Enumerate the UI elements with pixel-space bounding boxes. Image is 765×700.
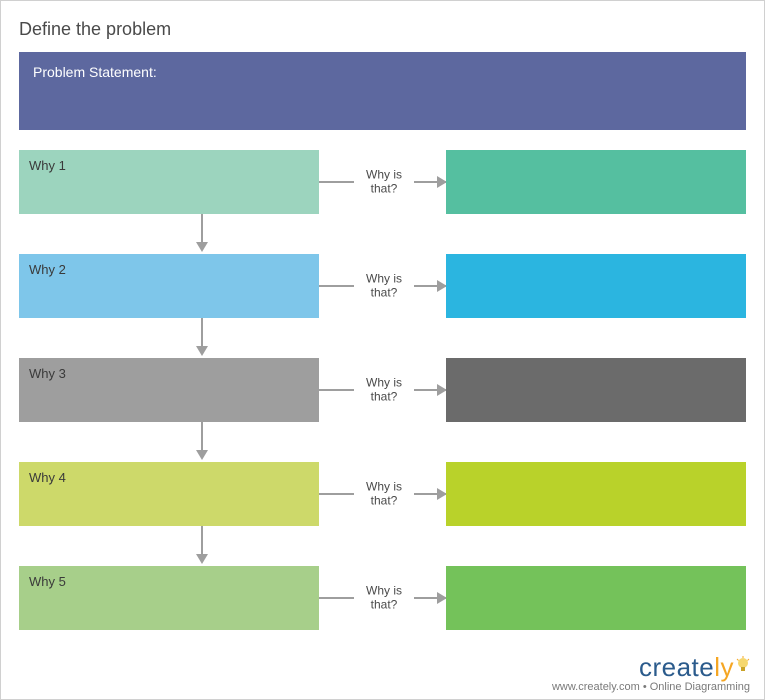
vert-connector: [201, 526, 203, 566]
logo-accent: ly: [714, 652, 734, 682]
connector-line: [319, 493, 354, 495]
connector-line: [201, 526, 203, 556]
connector-label: Why is that?: [354, 480, 414, 509]
why-row-4: Why 4 Why is that?: [19, 462, 746, 526]
why-row-1: Why 1 Why is that?: [19, 150, 746, 214]
why-box-3: Why 3: [19, 358, 319, 422]
why-box-1: Why 1: [19, 150, 319, 214]
answer-box-1: [446, 150, 746, 214]
connector-line: [201, 214, 203, 244]
arrow-down-icon: [196, 450, 208, 460]
creately-logo: creately: [552, 652, 750, 683]
why-row-2: Why 2 Why is that?: [19, 254, 746, 318]
lightbulb-icon: [736, 652, 750, 683]
why-box-2: Why 2: [19, 254, 319, 318]
vert-connector: [201, 422, 203, 462]
answer-box-3: [446, 358, 746, 422]
vert-connector: [201, 214, 203, 254]
connector-line: [201, 422, 203, 452]
why-label: Why 2: [29, 262, 66, 277]
why-row-5: Why 5 Why is that?: [19, 566, 746, 630]
answer-box-4: [446, 462, 746, 526]
diagram-title: Define the problem: [19, 19, 746, 40]
diagram-canvas: Define the problem Problem Statement: Wh…: [1, 1, 764, 699]
problem-statement-box: Problem Statement:: [19, 52, 746, 130]
connector-label: Why is that?: [354, 376, 414, 405]
arrow-down-icon: [196, 554, 208, 564]
connector-line: [319, 389, 354, 391]
why-label: Why 3: [29, 366, 66, 381]
logo-main: create: [639, 652, 714, 682]
footer-tagline: www.creately.com • Online Diagramming: [552, 681, 750, 693]
connector-line: [319, 181, 354, 183]
answer-box-5: [446, 566, 746, 630]
arrow-down-icon: [196, 242, 208, 252]
connector-line: [319, 285, 354, 287]
why-label: Why 4: [29, 470, 66, 485]
why-label: Why 1: [29, 158, 66, 173]
connector-label: Why is that?: [354, 168, 414, 197]
vert-connector: [201, 318, 203, 358]
connector-label: Why is that?: [354, 272, 414, 301]
connector-line: [319, 597, 354, 599]
arrow-down-icon: [196, 346, 208, 356]
why-row-3: Why 3 Why is that?: [19, 358, 746, 422]
why-label: Why 5: [29, 574, 66, 589]
connector-label: Why is that?: [354, 584, 414, 613]
why-box-4: Why 4: [19, 462, 319, 526]
footer: creately www.creately.com • Online Diagr…: [552, 652, 750, 693]
why-rows: Why 1Why is that?Why 2Why is that?Why 3W…: [19, 150, 746, 630]
problem-statement-label: Problem Statement:: [33, 64, 157, 80]
connector-line: [201, 318, 203, 348]
answer-box-2: [446, 254, 746, 318]
why-box-5: Why 5: [19, 566, 319, 630]
